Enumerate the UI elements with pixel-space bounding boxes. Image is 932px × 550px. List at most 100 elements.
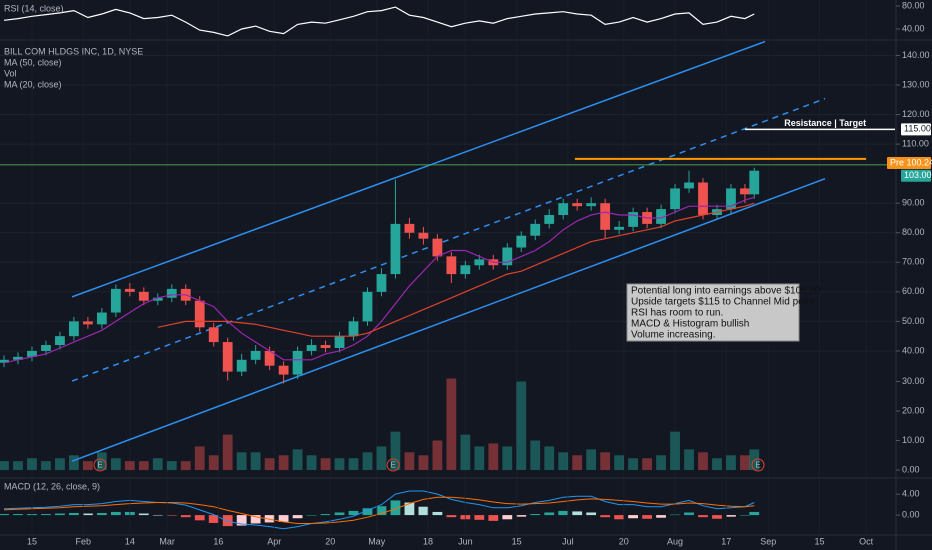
rsi-title: RSI (14, close) <box>4 3 64 13</box>
volume-bar <box>446 378 457 471</box>
histogram-bar <box>600 515 611 518</box>
histogram-bar <box>572 511 583 516</box>
x-tick-label: 15 <box>27 536 37 546</box>
volume-bar <box>712 458 722 471</box>
histogram-bar <box>749 511 760 516</box>
histogram-bar <box>740 515 750 516</box>
histogram-bar <box>138 513 149 516</box>
candle-body <box>614 226 625 230</box>
volume-bar <box>670 431 680 471</box>
volume-bar <box>27 458 37 471</box>
candle-body <box>516 235 527 248</box>
candle-body <box>698 182 708 216</box>
candle-body <box>586 203 597 207</box>
y-tick-label: 140.00 <box>902 50 930 60</box>
earnings-label: E <box>97 461 102 470</box>
x-tick-label: 20 <box>619 536 629 546</box>
earnings-marker <box>751 458 765 472</box>
candle-body <box>390 223 401 275</box>
price-label-box <box>901 169 931 182</box>
price-label-box <box>887 156 931 169</box>
y-tick-label: 120.00 <box>902 109 930 119</box>
x-tick-label: Aug <box>667 536 683 546</box>
candle-body <box>27 350 37 357</box>
histogram-bar <box>194 515 205 521</box>
note-line: Volume increasing. <box>631 330 716 341</box>
histogram-bar <box>166 515 177 516</box>
x-tick-label: Jul <box>562 536 574 546</box>
x-tick-label: Sep <box>760 536 776 546</box>
histogram-bar <box>278 515 289 522</box>
volume-bar <box>698 452 708 471</box>
histogram-bar <box>250 515 261 524</box>
candle-body <box>446 256 457 275</box>
price-title: BILL COM HLDGS INC, 1D, NYSE <box>4 46 143 56</box>
candle-body <box>749 170 760 195</box>
volume-bar <box>334 458 345 471</box>
candle-body <box>684 182 694 189</box>
volume-bar <box>41 461 51 471</box>
histogram-bar <box>726 515 736 517</box>
y-tick-label: 90.00 <box>902 198 925 208</box>
candle-body <box>740 188 750 195</box>
volume-bar <box>572 455 583 471</box>
y-tick-label: 4.00 <box>902 489 920 499</box>
x-tick-label: Jun <box>458 536 473 546</box>
volume-bar <box>0 461 9 471</box>
price-label: Pre 100.24 <box>890 157 932 167</box>
candle-body <box>656 209 666 224</box>
candle-body <box>264 350 275 366</box>
candle-body <box>558 203 569 216</box>
candle-body <box>41 345 51 351</box>
candle-body <box>670 188 680 210</box>
volume-tick-label: 10.00 <box>902 435 925 445</box>
legend-entry: MA (50, close) <box>4 57 62 67</box>
x-tick-label: 18 <box>423 536 433 546</box>
volume-bar <box>600 452 611 471</box>
candle-body <box>348 321 359 337</box>
candle-body <box>474 259 485 266</box>
histogram-bar <box>208 515 219 523</box>
macd-title: MACD (12, 26, close, 9) <box>4 481 100 491</box>
volume-bar <box>292 449 303 471</box>
histogram-bar <box>432 511 443 516</box>
candle-body <box>432 238 443 257</box>
histogram-bar <box>41 514 51 516</box>
candle-body <box>362 291 373 322</box>
volume-bar <box>110 458 121 471</box>
candle-body <box>222 342 233 372</box>
candle-body <box>572 203 583 207</box>
moving-average <box>157 202 755 337</box>
candle-body <box>13 356 23 360</box>
histogram-bar <box>488 515 499 521</box>
candle-body <box>320 345 331 348</box>
x-tick-label: 15 <box>512 536 522 546</box>
volume-bar <box>278 455 289 471</box>
volume-bar <box>55 458 65 471</box>
note-line: RSI has room to run. <box>631 308 723 319</box>
histogram-bar <box>614 515 625 520</box>
volume-bar <box>13 461 23 471</box>
volume-bar <box>418 455 429 471</box>
note-box <box>626 283 800 342</box>
y-tick-label: 80.00 <box>902 0 925 10</box>
histogram-bar <box>404 502 415 516</box>
candle-body <box>124 288 135 292</box>
volume-bar <box>376 446 387 471</box>
histogram-bar <box>69 513 79 516</box>
note-line: Potential long into earnings above $105.… <box>631 286 821 297</box>
earnings-marker <box>93 458 107 472</box>
candle-body <box>55 336 65 346</box>
volume-bar <box>432 440 443 471</box>
histogram-bar <box>446 515 457 518</box>
volume-bar <box>166 461 177 471</box>
histogram-bar <box>236 515 247 526</box>
y-tick-label: 0.00 <box>902 509 920 519</box>
volume-bar <box>558 452 569 471</box>
volume-bar <box>390 431 401 471</box>
volume-tick-label: 0.00 <box>902 464 920 474</box>
candle-body <box>502 247 513 266</box>
candle-body <box>236 359 247 372</box>
price-label: 103.00 <box>904 170 932 180</box>
volume-bar <box>474 446 485 471</box>
